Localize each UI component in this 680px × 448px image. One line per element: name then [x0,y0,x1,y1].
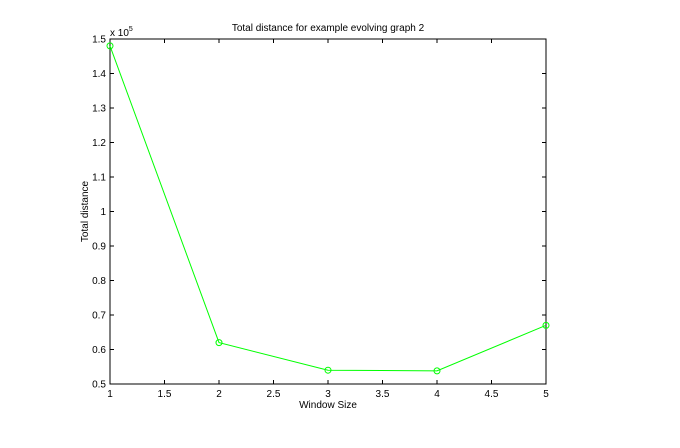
x-tick-label: 2.5 [267,389,281,400]
y-tick-label: 1.1 [92,173,106,184]
y-tick-label: 0.9 [92,242,106,253]
y-tick-label: 1.2 [92,138,106,149]
y-tick-label: 1.3 [92,104,106,115]
chart-title: Total distance for example evolving grap… [232,23,425,34]
plot-area [109,38,547,385]
y-tick-label: 0.6 [92,345,106,356]
y-tick-label: 0.5 [92,380,106,391]
series-layer [106,42,550,375]
y-axis-multiplier: x 105 [110,26,133,39]
x-tick-label: 4.5 [485,389,499,400]
y-axis-multiplier-exponent: 5 [129,26,133,33]
y-tick-label: 1.5 [92,35,106,46]
y-tick-label: 0.7 [92,311,106,322]
data-point [542,321,550,329]
x-axis-title: Window Size [299,400,357,411]
x-tick-label: 1 [107,389,113,400]
y-axis-title: Total distance [80,180,91,242]
x-tick-label: 1.5 [158,389,172,400]
series-line [109,45,547,372]
data-point [433,367,441,375]
y-axis-ticks: 0.5 0.6 0.7 0.8 0.9 1 1.1 1.2 1.3 1.4 1.5 [92,35,546,391]
data-point [106,42,114,50]
y-tick-label: 1 [100,207,106,218]
y-tick-label: 0.8 [92,276,106,287]
y-axis-multiplier-base: x 10 [110,28,129,39]
x-tick-label: 4 [434,389,440,400]
x-tick-label: 3 [325,389,331,400]
x-tick-label: 5 [543,389,549,400]
x-tick-label: 3.5 [376,389,390,400]
y-tick-label: 1.4 [92,69,106,80]
x-axis-ticks: 1 1.5 2 2.5 3 3.5 4 4.5 5 [107,39,549,400]
data-point [215,339,223,347]
x-tick-label: 2 [216,389,222,400]
data-point [324,366,332,374]
